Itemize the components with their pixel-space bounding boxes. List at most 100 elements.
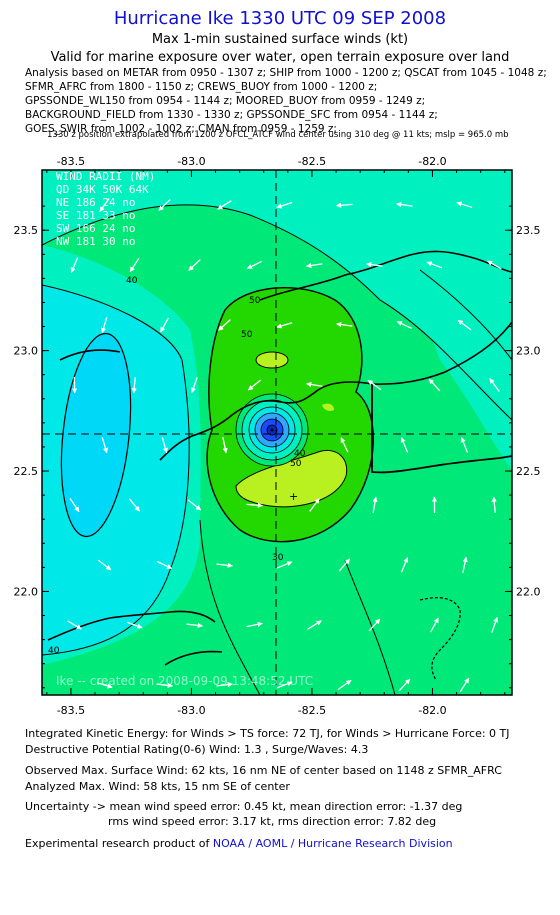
wind-field-30-40-north [42,170,512,420]
wind-vector-arrow [307,620,322,630]
product-credit: Experimental research product of NOAA / … [25,837,453,850]
wind-vector-arrow [67,620,82,630]
plot-frame [41,169,513,696]
wind-map: -83.5 -83.5 -83.0 -83.0 -82.5 -82.5 -82.0 -82.0… [14,155,541,717]
observed-max-wind-line: Observed Max. Surface Wind: 62 kts, 16 n… [25,764,502,777]
y-tick-label: 23.0 [14,345,39,358]
analysis-line: GPSSONDE_WL150 from 0954 - 1144 z; MOORE… [25,95,426,107]
wind-radii-columns: QD 34K 50K 64K [56,183,149,196]
wind-radii-row: SW 166 24 no [56,222,135,235]
wind-vector-arrow [306,381,323,388]
wind-vector-arrow [216,562,233,568]
wind-vector-arrow [70,257,79,273]
wind-vector-arrow [336,321,353,328]
y-tick-label: 22.5 [516,465,541,478]
wind-vector-arrow [158,198,171,212]
x-tick-label: -83.0 [177,155,205,168]
wind-vector-arrow [400,557,409,573]
wind-field-oval [60,332,132,538]
contour-label: 50 [249,296,261,306]
contour-label: 40 [294,449,306,459]
x-tick-label: -82.5 [298,704,326,717]
wind-vector-arrow [246,260,262,270]
y-tick-label: 22.0 [516,585,541,598]
wind-vector-arrow [128,498,141,512]
wind-vector-arrow [246,621,263,628]
contour-line [199,519,261,695]
created-credit: Ike -- created on 2008-09-09 13:48:52 UT… [56,674,313,688]
wind-vector-arrow [276,201,293,209]
wind-field-60-north [255,351,289,369]
y-tick-label: 23.5 [14,224,39,237]
x-tick-label: -83.5 [57,155,85,168]
wind-vector-arrow [129,257,140,273]
wind-vector-arrow [430,617,439,633]
contour-line [419,269,512,361]
x-tick-label: -82.0 [418,155,446,168]
contour-label: 40 [126,276,138,286]
wind-vector-arrow [156,682,173,688]
wind-vector-arrow [398,678,411,692]
wind-vector-arrow [366,261,383,268]
wind-vector-arrow [161,437,168,454]
wind-vector-arrow [428,378,441,392]
wind-vector-arrow [96,681,113,689]
ike-line: Integrated Kinetic Energy: for Winds > T… [25,727,510,740]
product-credit-prefix: Experimental research product of [25,837,213,850]
wind-radii-header: WIND RADII (NM) [56,170,155,183]
wind-vector-arrow [190,377,198,394]
wind-vector-arrow [216,682,233,688]
eye-center [270,428,274,432]
wind-vector-arrow [131,376,137,394]
wind-vector-arrow [426,261,443,269]
x-tick-label: -83.5 [57,704,85,717]
wind-vector-arrow [462,556,468,573]
contour-label: 50 [290,459,302,469]
wind-vector-arrow [340,437,349,453]
wind-vector-arrow [367,379,382,391]
wind-vector-arrow [276,681,293,689]
x-tick-label: -82.5 [298,155,326,168]
wind-vector-arrow [276,561,293,569]
wind-vector-arrow [246,502,263,508]
wind-vector-arrow [101,437,108,454]
wind-vector-arrow [187,499,202,511]
wind-vector-arrow [99,198,110,212]
wind-vector-arrow [457,319,472,331]
wind-radii-row: NE 186 24 no [56,196,135,209]
y-tick-label: 23.5 [516,224,541,237]
wind-vector-arrow [101,317,108,334]
contour-line [344,559,396,695]
wind-vector-arrow [400,437,409,453]
wind-field-60-blob [322,403,334,411]
noaa-link[interactable]: NOAA / AOML / Hurricane Research Divisio… [212,837,453,850]
max-wind-marker: + [289,490,298,503]
y-tick-label: 22.0 [14,585,39,598]
chart-subtitle: Max 1-min sustained surface winds (kt) [151,32,409,47]
wind-vector-arrow [336,202,353,208]
analyzed-max-wind-line: Analyzed Max. Wind: 58 kts, 15 nm SE of … [25,780,290,793]
analysis-line: Analysis based on METAR from 0950 - 1307… [25,67,547,79]
wind-vector-arrow [396,320,412,330]
wind-vector-arrow [186,622,203,628]
contour-label: 30 [272,553,284,563]
wind-vector-arrow [69,497,80,513]
contour-label: 40 [48,646,60,656]
y-tick-label: 23.0 [516,345,541,358]
wind-vector-arrow [372,496,378,513]
wind-vector-arrow [338,558,351,572]
wind-vector-arrow [217,200,232,210]
wind-vector-arrow [188,259,201,271]
coastline-cuba [159,250,512,461]
wind-radii-row: NW 181 30 no [56,235,135,248]
chart-subtitle-exposure: Valid for marine exposure over water, op… [50,50,510,65]
coastline-isle-of-youth [371,384,512,474]
wind-vector-arrow [222,437,228,454]
wind-vector-arrow [160,317,169,333]
analysis-line: BACKGROUND_FIELD from 1330 - 1330 z; GPS… [25,109,438,121]
analysis-line: SFMR_AFRC from 1800 - 1150 z; CREWS_BUOY… [25,81,378,93]
wind-vector-arrow [368,618,381,632]
wind-vector-arrow [456,201,473,209]
contour-label: 50 [241,330,253,340]
contour-line [42,284,190,656]
